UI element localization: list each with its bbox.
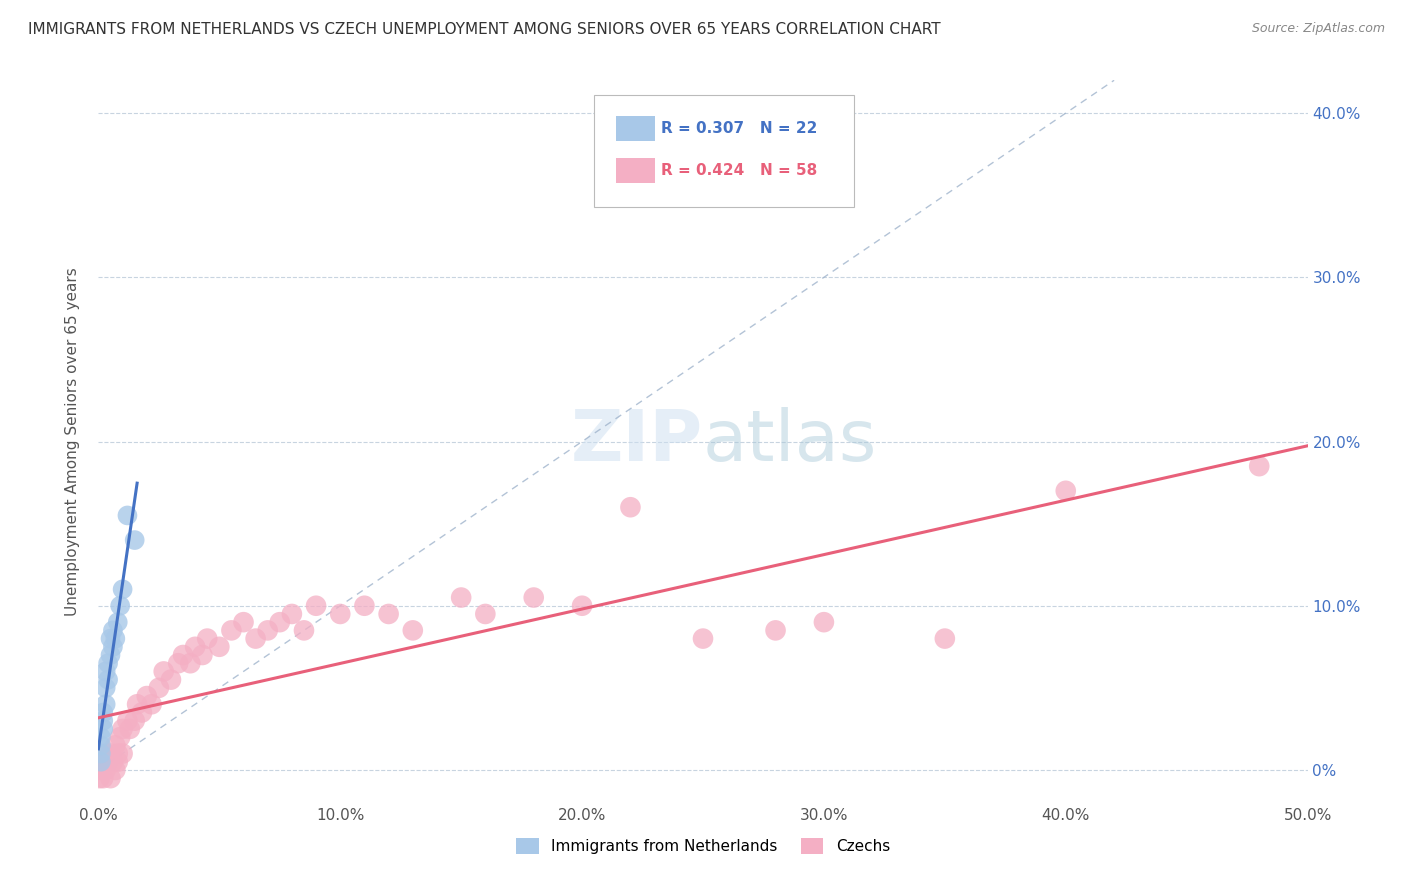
Point [111, 582, 134, 597]
Point [111, 722, 134, 736]
Point [118, 722, 141, 736]
Point [377, 607, 399, 621]
Point [107, 615, 129, 630]
Point [107, 755, 129, 769]
Point [104, 739, 127, 753]
Point [232, 615, 254, 630]
FancyBboxPatch shape [616, 117, 655, 141]
Point [1054, 483, 1077, 498]
Point [329, 607, 352, 621]
Point [179, 657, 201, 671]
Point [97, 755, 120, 769]
Point [91, 706, 114, 720]
Point [104, 763, 127, 777]
Point [765, 624, 787, 638]
Point [107, 747, 129, 761]
Point [100, 747, 122, 761]
Point [101, 755, 124, 769]
Text: atlas: atlas [703, 407, 877, 476]
Point [184, 640, 207, 654]
Point [152, 665, 174, 679]
Point [94, 747, 117, 761]
Point [91, 771, 114, 785]
Point [100, 648, 122, 662]
Point [292, 624, 315, 638]
Point [117, 508, 139, 523]
Point [111, 747, 134, 761]
Point [90, 730, 112, 744]
FancyBboxPatch shape [616, 158, 655, 183]
Point [813, 615, 835, 630]
Point [94, 681, 117, 695]
Point [94, 665, 117, 679]
Point [1249, 459, 1271, 474]
Point [90, 747, 112, 761]
Point [474, 607, 496, 621]
Point [208, 640, 231, 654]
Point [124, 714, 146, 728]
FancyBboxPatch shape [595, 95, 855, 207]
Point [90, 755, 112, 769]
Point [148, 681, 170, 695]
Point [305, 599, 328, 613]
Point [450, 591, 472, 605]
Text: R = 0.307   N = 22: R = 0.307 N = 22 [661, 121, 817, 136]
Point [117, 714, 139, 728]
Point [195, 632, 218, 646]
Point [934, 632, 956, 646]
Point [402, 624, 425, 638]
Point [89, 771, 111, 785]
Point [256, 624, 278, 638]
Point [100, 632, 122, 646]
Point [131, 706, 153, 720]
Point [127, 698, 149, 712]
Point [94, 698, 117, 712]
Point [101, 640, 124, 654]
Point [160, 673, 183, 687]
Legend: Immigrants from Netherlands, Czechs: Immigrants from Netherlands, Czechs [510, 832, 896, 860]
Point [269, 615, 291, 630]
Point [90, 763, 112, 777]
Point [281, 607, 304, 621]
Point [101, 624, 124, 638]
Point [90, 755, 112, 769]
Point [91, 714, 114, 728]
Point [353, 599, 375, 613]
Point [108, 730, 131, 744]
Point [619, 500, 641, 515]
Y-axis label: Unemployment Among Seniors over 65 years: Unemployment Among Seniors over 65 years [65, 268, 80, 615]
Point [91, 722, 114, 736]
Point [141, 698, 163, 712]
Text: ZIP: ZIP [571, 407, 703, 476]
Point [94, 763, 117, 777]
Point [97, 673, 120, 687]
Text: IMMIGRANTS FROM NETHERLANDS VS CZECH UNEMPLOYMENT AMONG SENIORS OVER 65 YEARS CO: IMMIGRANTS FROM NETHERLANDS VS CZECH UNE… [28, 22, 941, 37]
Point [245, 632, 267, 646]
Text: R = 0.424   N = 58: R = 0.424 N = 58 [661, 163, 817, 178]
Point [167, 657, 190, 671]
Point [97, 657, 120, 671]
Point [571, 599, 593, 613]
Point [172, 648, 194, 662]
Point [124, 533, 146, 547]
Point [221, 624, 243, 638]
Point [135, 689, 157, 703]
Point [523, 591, 546, 605]
Point [108, 599, 131, 613]
Point [91, 755, 114, 769]
Point [100, 771, 122, 785]
Point [692, 632, 714, 646]
Point [191, 648, 214, 662]
Point [90, 739, 112, 753]
Text: Source: ZipAtlas.com: Source: ZipAtlas.com [1251, 22, 1385, 36]
Point [104, 632, 127, 646]
